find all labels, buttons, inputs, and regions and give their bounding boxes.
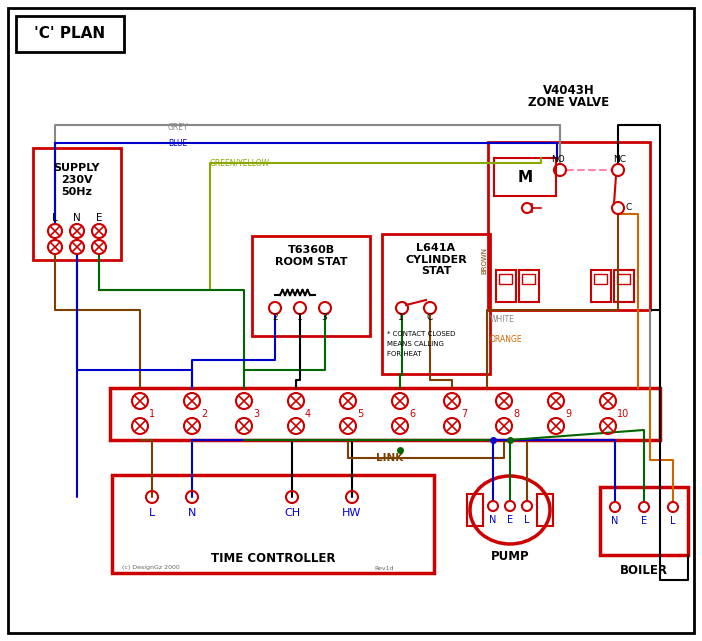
Text: 3': 3' bbox=[321, 313, 329, 322]
Text: 4: 4 bbox=[305, 409, 311, 419]
Text: 8: 8 bbox=[513, 409, 519, 419]
Text: CH: CH bbox=[284, 508, 300, 518]
Bar bbox=[252, 236, 370, 336]
Text: MEANS CALLING: MEANS CALLING bbox=[387, 341, 444, 347]
Bar bbox=[614, 270, 634, 302]
Text: L641A: L641A bbox=[416, 243, 456, 253]
Text: * CONTACT CLOSED: * CONTACT CLOSED bbox=[387, 331, 456, 337]
Text: 6: 6 bbox=[409, 409, 415, 419]
Text: PUMP: PUMP bbox=[491, 549, 529, 563]
Text: BOILER: BOILER bbox=[620, 565, 668, 578]
Text: 5: 5 bbox=[357, 409, 363, 419]
Bar bbox=[112, 475, 434, 573]
Text: Rev1d: Rev1d bbox=[374, 565, 394, 570]
Bar bbox=[522, 274, 535, 284]
Text: E: E bbox=[641, 516, 647, 526]
Bar bbox=[33, 148, 121, 260]
Bar bbox=[110, 388, 660, 440]
Text: ROOM STAT: ROOM STAT bbox=[274, 257, 347, 267]
Text: GREEN/YELLOW: GREEN/YELLOW bbox=[210, 158, 270, 167]
Text: L: L bbox=[149, 508, 155, 518]
Text: BROWN: BROWN bbox=[481, 247, 487, 274]
Text: GREY: GREY bbox=[168, 124, 189, 133]
Text: HW: HW bbox=[343, 508, 362, 518]
Text: NC: NC bbox=[614, 156, 626, 165]
Text: C: C bbox=[626, 203, 633, 213]
Text: N: N bbox=[188, 508, 196, 518]
Text: 3: 3 bbox=[253, 409, 259, 419]
Text: 1: 1 bbox=[297, 313, 303, 322]
Bar bbox=[499, 274, 512, 284]
Bar bbox=[467, 494, 483, 526]
Bar bbox=[591, 270, 611, 302]
Text: ZONE VALVE: ZONE VALVE bbox=[529, 96, 609, 108]
Bar bbox=[617, 274, 630, 284]
Text: E: E bbox=[507, 515, 513, 525]
Text: BLUE: BLUE bbox=[168, 138, 187, 147]
Text: 2: 2 bbox=[272, 313, 278, 322]
Text: (c) DesignGz 2000: (c) DesignGz 2000 bbox=[122, 565, 180, 570]
Text: FOR HEAT: FOR HEAT bbox=[387, 351, 421, 357]
Text: E: E bbox=[95, 213, 102, 223]
Bar bbox=[16, 16, 124, 52]
Text: ORANGE: ORANGE bbox=[490, 335, 522, 344]
Text: 10: 10 bbox=[617, 409, 629, 419]
Text: WHITE: WHITE bbox=[490, 315, 515, 324]
Text: C: C bbox=[427, 313, 433, 322]
Text: L: L bbox=[52, 213, 58, 223]
Text: 2: 2 bbox=[201, 409, 207, 419]
Bar bbox=[382, 234, 490, 374]
Text: 1': 1' bbox=[398, 313, 406, 322]
Text: NO: NO bbox=[551, 156, 565, 165]
Text: N: N bbox=[73, 213, 81, 223]
Text: 7: 7 bbox=[461, 409, 468, 419]
Text: V4043H: V4043H bbox=[543, 83, 595, 97]
Bar bbox=[488, 142, 650, 310]
Text: STAT: STAT bbox=[420, 266, 451, 276]
Text: 1: 1 bbox=[149, 409, 155, 419]
Text: N: N bbox=[611, 516, 618, 526]
Text: M: M bbox=[517, 169, 533, 185]
Text: CYLINDER: CYLINDER bbox=[405, 255, 467, 265]
Text: L: L bbox=[524, 515, 530, 525]
Text: SUPPLY
230V
50Hz: SUPPLY 230V 50Hz bbox=[54, 163, 100, 197]
Text: TIME CONTROLLER: TIME CONTROLLER bbox=[211, 551, 336, 565]
Bar bbox=[494, 158, 556, 196]
Text: T6360B: T6360B bbox=[287, 245, 335, 255]
Text: N: N bbox=[489, 515, 497, 525]
Bar bbox=[594, 274, 607, 284]
Text: LINK: LINK bbox=[376, 453, 404, 463]
Text: L: L bbox=[670, 516, 676, 526]
Text: 'C' PLAN: 'C' PLAN bbox=[34, 26, 105, 42]
Bar bbox=[496, 270, 516, 302]
Bar bbox=[600, 487, 688, 555]
Bar bbox=[537, 494, 553, 526]
Bar bbox=[519, 270, 539, 302]
Text: 9: 9 bbox=[565, 409, 571, 419]
